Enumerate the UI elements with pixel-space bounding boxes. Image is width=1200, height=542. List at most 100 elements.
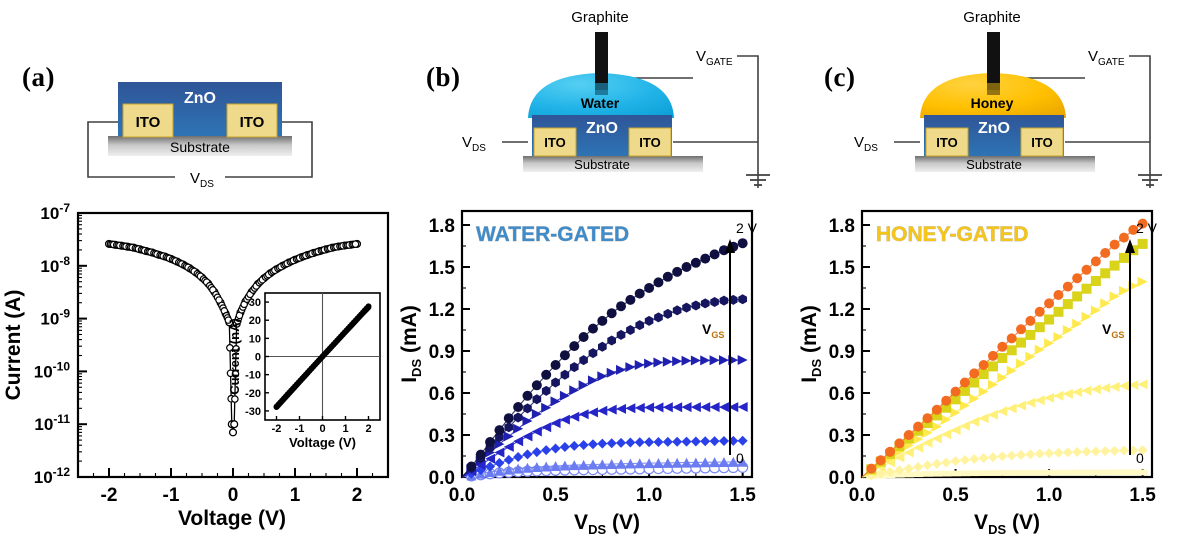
panel-b-vds-label: VDS <box>462 134 486 154</box>
panel-c-data-point <box>941 429 952 440</box>
panel-c-data-point <box>1100 446 1111 457</box>
panel-c-data-point <box>1034 395 1045 406</box>
panel-a-substrate <box>108 136 292 156</box>
panel-c-data-point <box>987 470 999 476</box>
panel-b-data-point <box>559 390 570 401</box>
panel-c-data-point <box>931 421 942 432</box>
panel-c-data-point <box>978 470 989 476</box>
panel-b-data-point <box>662 356 673 367</box>
panel-c-data-point <box>1053 469 1064 476</box>
panel-b-data-point <box>559 350 570 361</box>
panel-c-y-axis-title: IDS (mA) <box>800 305 824 383</box>
panel-c-data-point <box>1109 445 1120 456</box>
panel-b-data-point <box>541 369 552 380</box>
panel-b-data-point <box>541 445 552 456</box>
panel-b-data-point <box>550 460 561 471</box>
panel-b-data-point <box>559 414 570 425</box>
panel-b-data-point <box>634 458 645 469</box>
panel-c-data-point <box>1025 469 1036 476</box>
panel-b-data-point <box>569 362 579 373</box>
panel-c-data-point <box>1062 388 1073 399</box>
panel-b-data-point <box>522 449 533 460</box>
panel-b-data-point <box>597 315 608 326</box>
panel-c-data-point <box>1034 448 1045 459</box>
panel-b-data-point <box>559 460 570 471</box>
panel-c-data-point <box>1034 306 1045 317</box>
panel-c-data-point <box>1100 298 1111 309</box>
panel-a-inset-x-tick-label: 1 <box>342 423 348 435</box>
panel-c-data-point <box>1090 469 1102 476</box>
panel-c-data-point <box>1062 281 1073 292</box>
panel-c-graphite-tip <box>987 83 1000 95</box>
panel-b-data-point <box>691 300 701 311</box>
panel-b: (b) <box>400 0 800 542</box>
panel-b-data-point <box>569 411 580 422</box>
panel-c-data-point <box>1090 276 1101 286</box>
panel-a-x-tick-label: 0 <box>228 485 239 506</box>
panel-c-data-point <box>866 463 877 474</box>
panel-b-y-tick-label: 0.6 <box>429 384 455 405</box>
panel-c-data-point <box>1118 469 1130 476</box>
panel-a-data-point <box>231 395 239 403</box>
panel-b-data-point <box>718 402 729 413</box>
panel-c-data-point <box>931 410 942 421</box>
panel-a-data-point <box>230 420 239 429</box>
panel-c-y-tick-label: 0.0 <box>829 468 855 489</box>
panel-c-data-point <box>1006 450 1017 461</box>
panel-c-data-point <box>1006 345 1017 356</box>
panel-b-data-point <box>662 271 673 282</box>
panel-c-data-point <box>1062 447 1073 458</box>
panel-b-data-point <box>672 266 683 277</box>
panel-c-zno-label: ZnO <box>978 120 1010 137</box>
panel-b-data-point <box>662 436 673 447</box>
panel-c-y-tick-label: 1.8 <box>829 216 855 237</box>
panel-b-data-point <box>644 458 655 469</box>
panel-a-x-tick-label: 2 <box>352 485 363 506</box>
panel-c-data-point <box>950 425 961 436</box>
panel-c-data-point <box>1081 446 1092 457</box>
panel-b-substrate-label: Substrate <box>574 157 630 172</box>
panel-c-data-point <box>1100 268 1111 279</box>
panel-c-data-point <box>978 386 989 397</box>
panel-b-data-point <box>466 461 477 472</box>
panel-c-data-point <box>959 377 970 388</box>
panel-c-data-point <box>885 457 896 468</box>
panel-c-y-tick-label: 0.6 <box>829 384 855 405</box>
panel-b-data-point <box>700 436 711 447</box>
panel-a-letter: (a) <box>22 62 55 92</box>
panel-b-data-point <box>503 441 514 452</box>
panel-c-data-point <box>1062 299 1073 310</box>
panel-c-substrate-label: Substrate <box>966 157 1022 172</box>
panel-a-zno-label: ZnO <box>184 90 216 107</box>
panel-b-data-point <box>681 262 692 272</box>
panel-b-data-point <box>644 358 655 369</box>
panel-b-data-point <box>597 371 608 382</box>
panel-b-data-point <box>700 355 711 366</box>
panel-b-data-point <box>634 288 645 299</box>
panel-c-data-point <box>1137 218 1148 229</box>
panel-c-data-point <box>1072 446 1083 457</box>
panel-b-data-point <box>709 402 720 413</box>
panel-c-data-point <box>903 463 914 474</box>
panel-b-x-tick-label: 0.0 <box>449 485 475 506</box>
panel-b-data-point <box>531 462 542 473</box>
panel-b-data-point <box>616 458 627 469</box>
panel-c-data-point <box>1016 337 1027 348</box>
panel-c-data-point <box>969 377 980 388</box>
panel-b-series <box>461 435 748 479</box>
svg-text:IDS (mA): IDS (mA) <box>400 305 424 383</box>
panel-b-y-tick-label: 1.5 <box>429 258 456 279</box>
panel-b-data-point <box>737 402 748 412</box>
panel-c-data-point <box>1090 384 1101 395</box>
panel-b-data-point <box>579 355 588 366</box>
panel-c-data-point <box>1062 325 1073 335</box>
panel-c-data-point <box>1090 305 1101 316</box>
panel-c-electrolyte-label: Honey <box>971 95 1014 111</box>
panel-b-x-tick-label: 1.0 <box>636 485 662 506</box>
panel-c-data-point <box>1137 445 1148 456</box>
panel-c-data-point <box>941 457 952 468</box>
panel-b-data-point <box>709 457 720 468</box>
panel-b-data-point <box>485 437 496 447</box>
panel-c-data-point <box>969 393 980 404</box>
